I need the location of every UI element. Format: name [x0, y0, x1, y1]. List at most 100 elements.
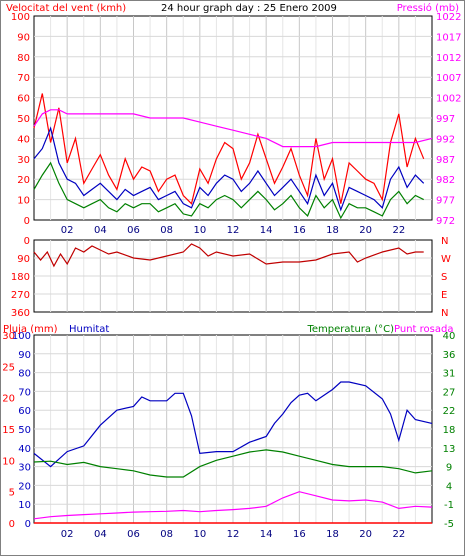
y-tick-label: 977 [436, 196, 455, 207]
x-tick-label: 20 [359, 225, 372, 236]
x-tick-label: 06 [127, 225, 140, 236]
x-tick-label: 10 [193, 225, 206, 236]
x-tick-label: 22 [392, 225, 405, 236]
y-tick-label: 18 [443, 425, 456, 436]
y-tick-label: 100 [11, 12, 30, 23]
y-tick-label: 80 [18, 369, 31, 380]
compass-tick-label: W [441, 254, 451, 265]
wind-left-ticks: 0 10 20 30 40 50 60 70 80 90 100 [11, 12, 30, 227]
y-tick-label: 60 [18, 406, 31, 417]
rain-tick-label: 20 [2, 394, 15, 405]
x-tick-label: 16 [293, 225, 306, 236]
y-tick-label: 70 [17, 73, 30, 84]
y-tick-label: 0 [25, 519, 31, 530]
y-tick-label: 180 [11, 272, 30, 283]
y-tick-label: 50 [18, 425, 31, 436]
y-tick-label: 20 [17, 175, 30, 186]
x-tick-label: 06 [127, 529, 140, 540]
compass-tick-label: N [441, 308, 448, 319]
y-tick-label: 90 [17, 32, 30, 43]
x-tick-label: 18 [326, 529, 339, 540]
rain-tick-label: 10 [2, 456, 15, 467]
rain-tick-label: 5 [9, 488, 15, 499]
y-tick-label: 40 [17, 134, 30, 145]
rain-tick-label: 30 [2, 331, 15, 342]
wind-x-ticks: 02 04 06 08 10 12 14 16 18 20 22 [61, 225, 405, 236]
gust-wind-series-line [33, 93, 425, 205]
average-wind-series-line [33, 126, 425, 212]
direction-series-line [33, 243, 424, 268]
y-tick-label: 1007 [436, 73, 461, 84]
y-tick-label: 4 [446, 481, 452, 492]
y-tick-label: -5 [444, 519, 454, 530]
x-tick-label: 04 [94, 529, 107, 540]
y-tick-label: 30 [18, 463, 31, 474]
x-tick-label: 22 [392, 529, 405, 540]
pressure-axis-label: Pressió (mb) [397, 2, 459, 14]
rain-ticks: 0 5 10 15 20 25 30 [2, 331, 15, 530]
rain-tick-label: 25 [2, 362, 15, 373]
y-tick-label: 972 [436, 216, 455, 227]
y-tick-label: 36 [443, 350, 456, 361]
y-tick-label: 982 [436, 175, 455, 186]
y-tick-label: 0 [24, 236, 30, 247]
wind-pressure-chart: 0 10 20 30 40 50 60 70 80 90 100 972 977 982 987 992 99… [6, 2, 461, 236]
dewpoint-series-line [33, 491, 433, 520]
y-tick-label: 1022 [436, 12, 461, 23]
temperature-series-line [33, 449, 433, 478]
y-tick-label: 40 [18, 444, 31, 455]
pressure-right-ticks: 972 977 982 987 992 997 1002 1007 1012 1017 1022 [436, 12, 461, 227]
x-tick-label: 14 [260, 225, 273, 236]
y-tick-label: 90 [17, 254, 30, 265]
climate-series [33, 381, 433, 524]
y-tick-label: 60 [17, 94, 30, 105]
y-tick-label: 987 [436, 155, 455, 166]
rain-axis-label: Pluja (mm) [3, 324, 58, 335]
y-tick-label: 40 [443, 331, 456, 342]
x-tick-label: 20 [359, 529, 372, 540]
y-tick-label: -1 [444, 500, 454, 511]
y-tick-label: 100 [12, 331, 31, 342]
x-tick-label: 12 [227, 225, 240, 236]
compass-tick-label: N [441, 236, 448, 247]
chart-title: 24 hour graph day : 25 Enero 2009 [161, 3, 337, 14]
dewpoint-axis-label: Punt rosada [394, 324, 453, 335]
climate-x-ticks: 02 04 06 08 10 12 14 16 18 20 22 [61, 529, 405, 540]
y-tick-label: 80 [17, 53, 30, 64]
y-tick-label: 22 [443, 406, 456, 417]
compass-tick-label: S [441, 272, 447, 283]
x-tick-label: 16 [293, 529, 306, 540]
pressure-series-line [33, 109, 433, 148]
rain-tick-label: 15 [2, 425, 15, 436]
y-tick-label: 70 [18, 387, 31, 398]
rain-tick-label: 0 [9, 519, 15, 530]
y-tick-label: 13 [443, 444, 456, 455]
y-tick-label: 360 [11, 308, 30, 319]
climate-grid [34, 335, 432, 523]
y-tick-label: 1017 [436, 32, 461, 43]
x-tick-label: 10 [193, 529, 206, 540]
minimum-wind-series-line [33, 161, 424, 220]
y-tick-label: 10 [17, 196, 30, 207]
rain-humidity-temp-chart: 0 5 10 15 20 25 30 0 10 20 30 40 50 60 70 80 90 100 -5 -1… [2, 324, 455, 540]
x-tick-label: 12 [227, 529, 240, 540]
y-tick-label: 997 [436, 114, 455, 125]
y-tick-label: 27 [443, 387, 456, 398]
wind-axis-label: Velocitat del vent (kmh) [6, 3, 126, 14]
temperature-ticks: -5 -1 4 9 13 18 22 27 31 36 40 [443, 331, 456, 530]
y-tick-label: 270 [11, 290, 30, 301]
x-tick-label: 02 [61, 529, 74, 540]
humidity-series-line [33, 381, 433, 468]
y-tick-label: 31 [443, 369, 456, 380]
y-tick-label: 90 [18, 350, 31, 361]
y-tick-label: 9 [446, 463, 452, 474]
y-tick-label: 30 [17, 155, 30, 166]
temperature-axis-label: Temperatura (°C) [306, 324, 394, 335]
wind-series [33, 93, 433, 220]
direction-left-ticks: 360 270 180 90 0 [11, 236, 30, 319]
y-tick-label: 1012 [436, 53, 461, 64]
y-tick-label: 992 [436, 134, 455, 145]
